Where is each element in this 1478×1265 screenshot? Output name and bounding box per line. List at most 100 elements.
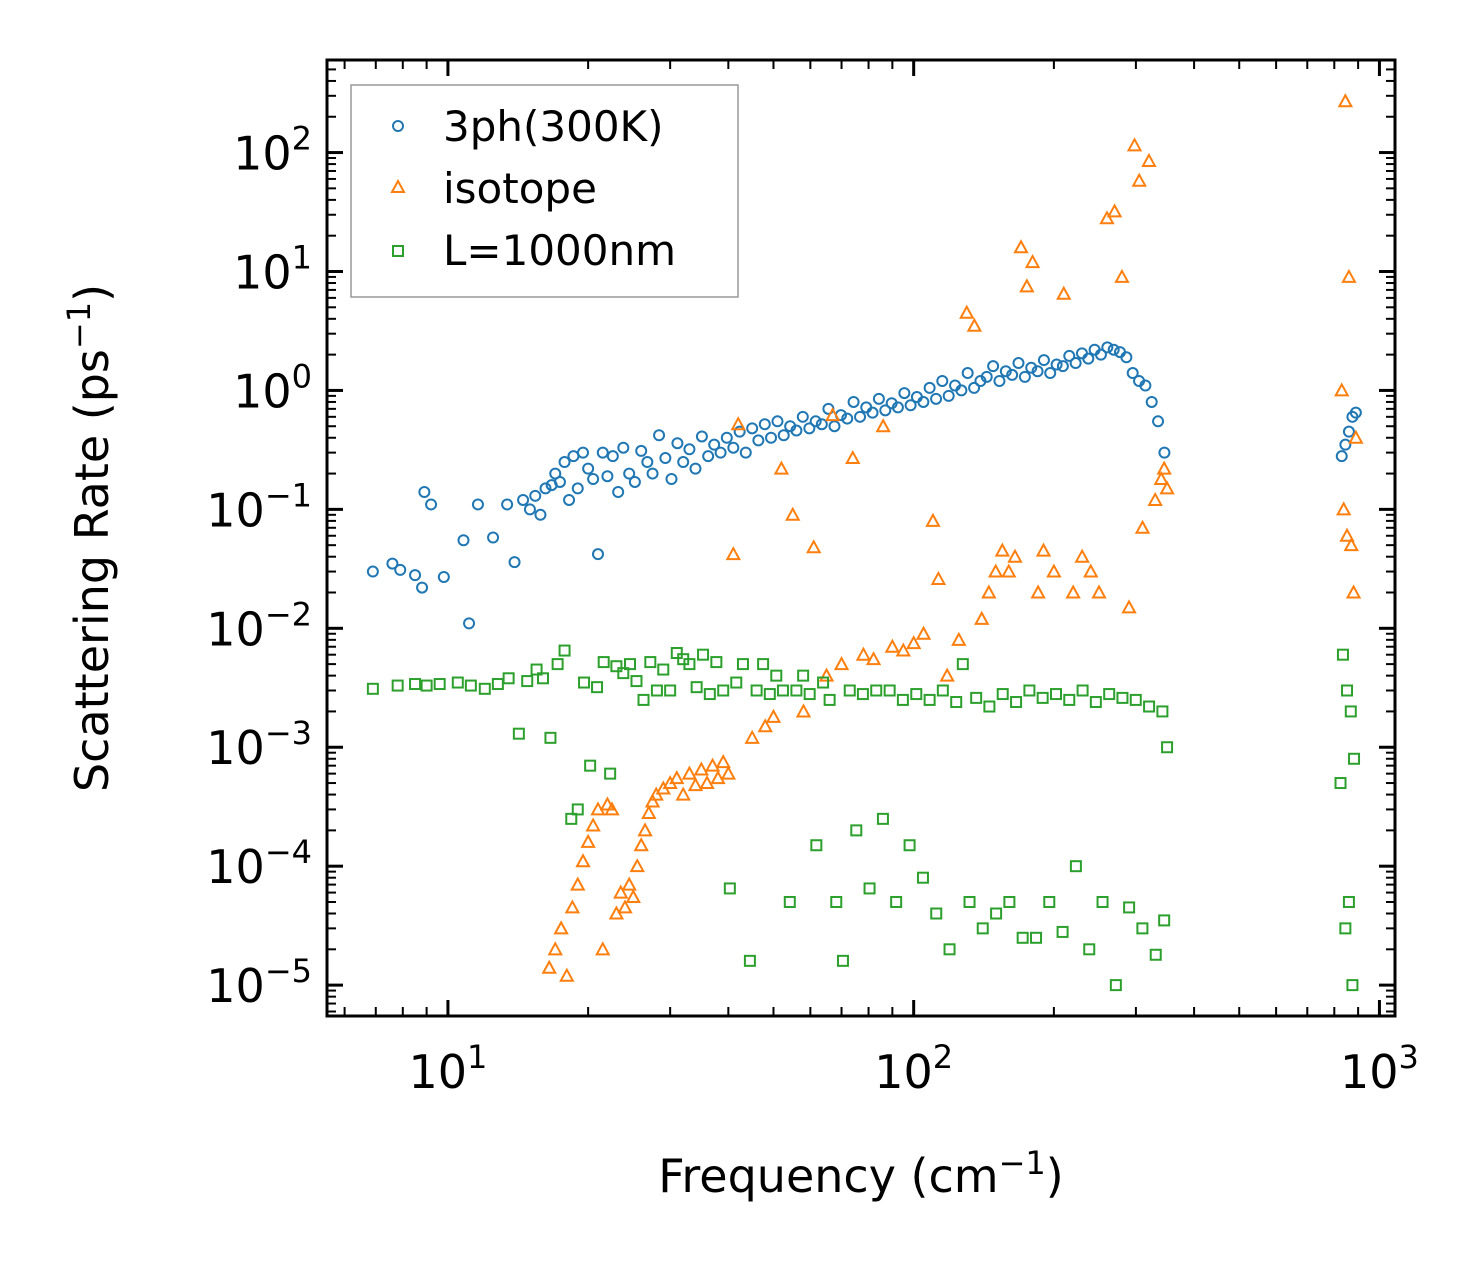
data-point (1126, 137, 1143, 152)
scatter-layer (366, 93, 1364, 992)
data-point (1139, 379, 1152, 392)
data-point (604, 801, 620, 816)
data-point (743, 954, 756, 967)
data-point (623, 467, 636, 480)
data-point (796, 410, 809, 423)
data-point (1010, 696, 1023, 709)
data-point (1129, 693, 1142, 706)
data-point (824, 407, 841, 422)
data-point (895, 642, 911, 657)
data-point (936, 684, 949, 697)
data-point (464, 679, 477, 692)
data-point (1336, 648, 1349, 661)
legend-marker-square (392, 245, 404, 257)
data-point (896, 693, 909, 706)
data-point (765, 708, 782, 723)
tick-label-layer: 101 102 103 10−5 10−4 10−3 10−2 10−1 100 101 102 (206, 120, 1419, 1099)
data-point (671, 437, 684, 450)
data-point (966, 317, 983, 332)
data-point (1161, 741, 1174, 754)
data-point (1083, 943, 1096, 956)
data-point (1076, 684, 1089, 697)
y-tick-label: 102 (233, 120, 312, 181)
data-point (983, 700, 996, 713)
data-point (1159, 480, 1175, 495)
data-point (585, 817, 601, 832)
data-point (1123, 901, 1136, 914)
data-point (646, 467, 659, 480)
data-point (463, 617, 476, 630)
data-point (650, 684, 663, 697)
legend-marker-circle (392, 120, 404, 132)
data-point (675, 786, 691, 801)
data-point (596, 446, 609, 459)
data-point (1335, 450, 1348, 463)
data-point (770, 669, 783, 682)
data-point (875, 418, 891, 433)
data-point (617, 441, 630, 454)
data-point (1349, 406, 1362, 419)
data-point (758, 418, 771, 431)
data-point (1018, 370, 1031, 383)
data-point (905, 635, 922, 650)
data-point (815, 418, 828, 431)
data-point (988, 563, 1004, 578)
data-point (1101, 341, 1114, 354)
data-point (659, 452, 672, 465)
data-point (757, 718, 773, 733)
data-point (939, 667, 955, 682)
data-point (575, 853, 591, 868)
data-point (478, 682, 491, 695)
data-point (563, 493, 576, 506)
data-point (942, 389, 955, 402)
data-point (1121, 599, 1137, 614)
data-point (1339, 527, 1355, 542)
data-point (714, 446, 727, 459)
data-point (617, 899, 633, 914)
data-point (1016, 931, 1029, 944)
data-point (391, 679, 404, 692)
data-point (1013, 239, 1029, 254)
data-point (457, 534, 470, 547)
data-point (917, 395, 930, 408)
data-point (1069, 860, 1082, 873)
data-point (544, 731, 557, 744)
data-point (553, 475, 566, 488)
data-point (1006, 368, 1019, 381)
data-point (1096, 895, 1109, 908)
data-point (898, 387, 911, 400)
data-point (943, 943, 956, 956)
data-point (1056, 925, 1069, 938)
data-point (803, 688, 816, 701)
data-point (884, 638, 901, 653)
data-point (665, 473, 678, 486)
data-point (512, 727, 525, 740)
data-point (437, 570, 450, 583)
data-point (830, 895, 843, 908)
data-point (1091, 584, 1107, 599)
data-point (1335, 501, 1352, 516)
data-point (1094, 348, 1107, 361)
data-point (704, 757, 721, 772)
x-tick-label: 102 (874, 1038, 953, 1099)
data-point (1343, 537, 1359, 552)
data-point (916, 871, 929, 884)
data-point (930, 570, 947, 585)
data-point (936, 375, 949, 388)
data-point (1049, 688, 1062, 701)
data-point (1342, 425, 1355, 438)
data-point (577, 446, 590, 459)
data-point (746, 422, 759, 435)
data-point (1345, 584, 1362, 599)
data-point (578, 676, 591, 689)
data-point (923, 693, 936, 706)
data-point (790, 424, 803, 437)
y-axis-title: Scattering Rate (ps−1) (60, 284, 119, 792)
data-point (587, 473, 600, 486)
data-point (1156, 705, 1169, 718)
data-point (717, 684, 730, 697)
data-point (1056, 285, 1072, 300)
data-point (891, 401, 904, 414)
data-point (777, 429, 790, 442)
